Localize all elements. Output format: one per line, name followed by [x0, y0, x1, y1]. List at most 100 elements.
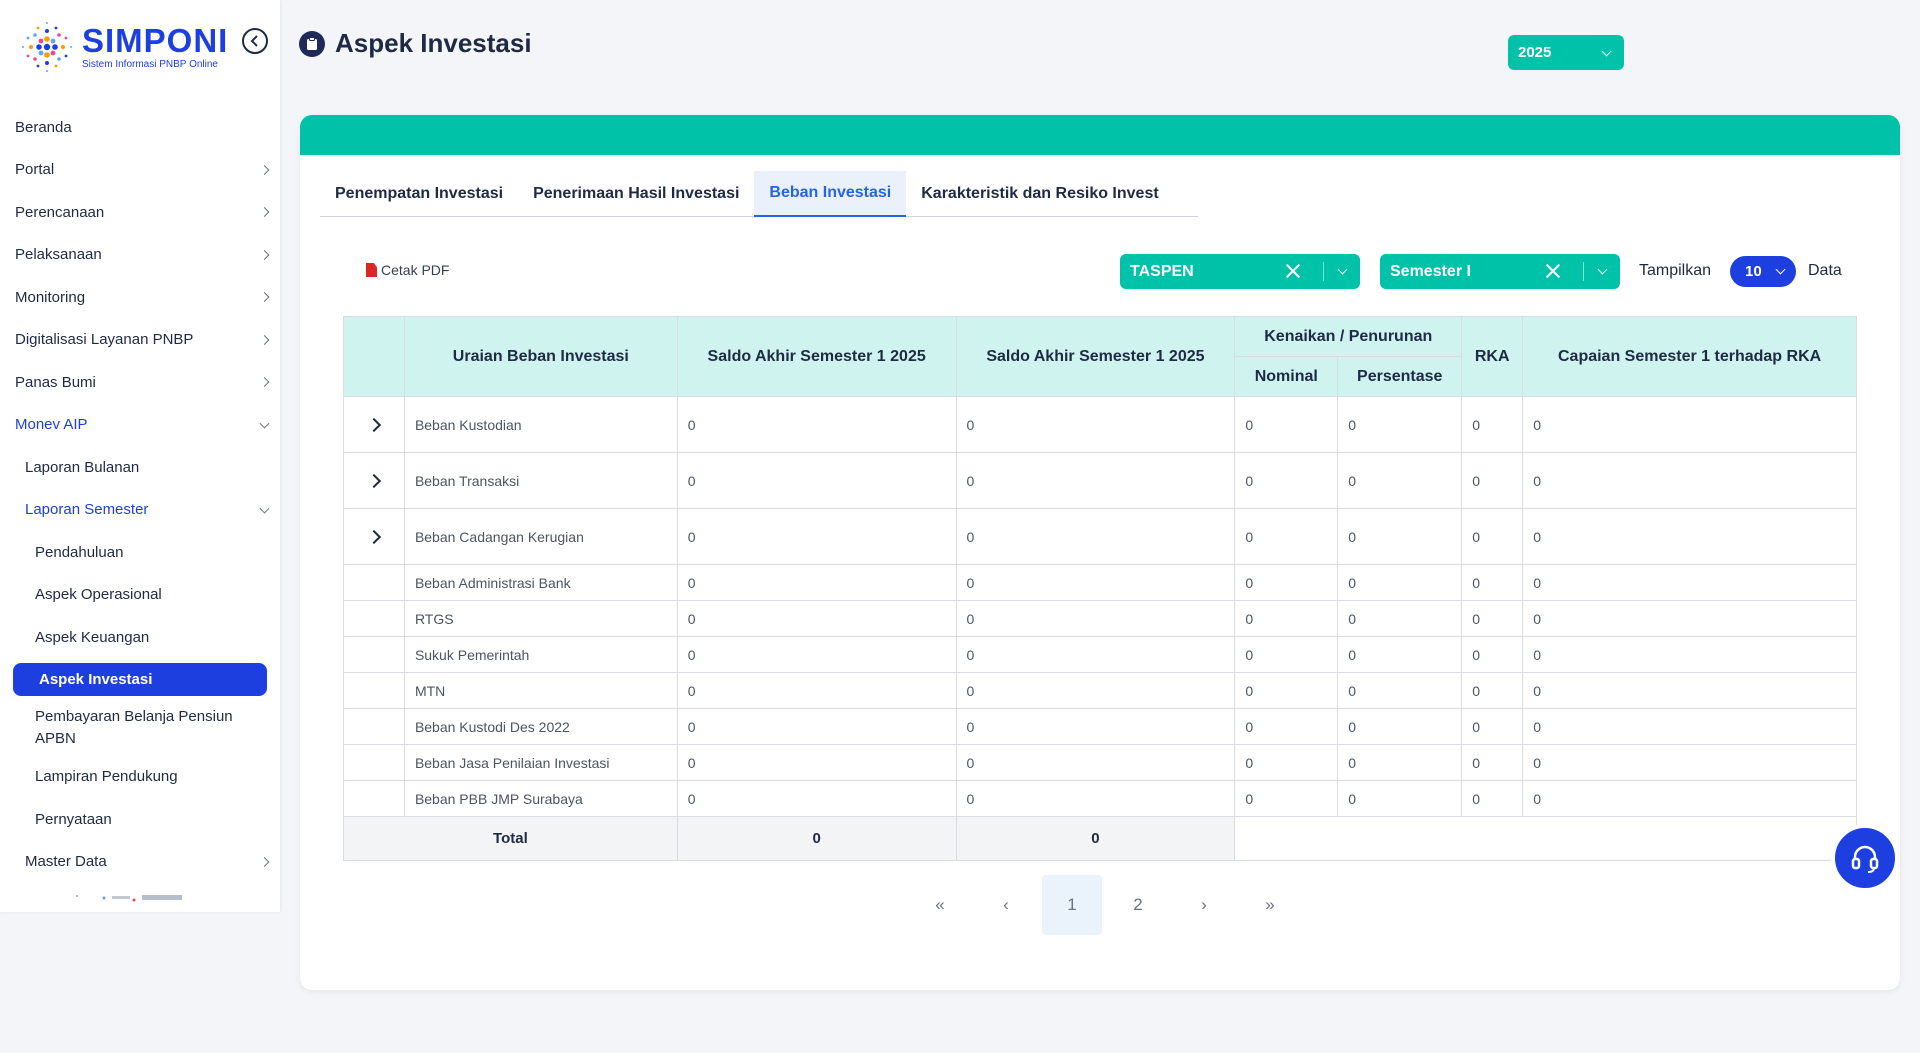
table-cell: 0 [955, 396, 1236, 453]
table-cell: 0 [955, 744, 1236, 781]
table-cell [343, 672, 405, 709]
sidebar-item-pernyataan[interactable]: Pernyataan [0, 798, 280, 841]
next-page-button[interactable]: › [1201, 895, 1207, 914]
semester-filter-select[interactable]: Semester I [1380, 254, 1620, 289]
chevron-down-icon [1601, 46, 1612, 57]
entity-filter-value: TASPEN [1130, 262, 1194, 280]
table-cell: MTN [403, 672, 678, 709]
tab-penempatan-investasi[interactable]: Penempatan Investasi [335, 185, 504, 202]
sidebar-item-pendahuluan[interactable]: Pendahuluan [0, 531, 280, 574]
sidebar-item-master-data[interactable]: Master Data [0, 841, 280, 884]
table-cell [343, 780, 405, 817]
sidebar-item-perencanaan[interactable]: Perencanaan [0, 191, 280, 234]
table-cell: 0 [676, 672, 957, 709]
chevron-left-icon [250, 35, 258, 47]
column-header-nominal: Nominal [1234, 356, 1339, 397]
sidebar-item-label: Monev AIP [15, 416, 88, 434]
page-button-1[interactable]: 1 [1042, 875, 1102, 935]
total-label: Total [343, 816, 678, 861]
table-cell: RTGS [403, 600, 678, 637]
help-support-button[interactable] [1831, 824, 1899, 892]
table-row: Beban Kustodian 0 0 0 0 0 0 [343, 396, 1857, 453]
table-cell: 0 [1234, 708, 1339, 745]
chevron-right-icon[interactable] [366, 529, 382, 544]
page-button-2[interactable]: 2 [1133, 895, 1143, 914]
sidebar-item-monev-aip[interactable]: Monev AIP [0, 404, 280, 447]
page-header: Aspek Investasi [299, 28, 532, 59]
sidebar-item-aspek-operasional[interactable]: Aspek Operasional [0, 574, 280, 617]
clear-icon[interactable] [1286, 264, 1300, 278]
table-cell: 0 [676, 600, 957, 637]
clear-icon[interactable] [1546, 264, 1560, 278]
page-size-select[interactable]: 10 [1730, 256, 1796, 287]
content-card: Penempatan Investasi Penerimaan Hasil In… [300, 115, 1900, 990]
sidebar-item-pelaksanaan[interactable]: Pelaksanaan [0, 234, 280, 277]
sidebar-item-monitoring[interactable]: Monitoring [0, 276, 280, 319]
sidebar-item-laporan-semester[interactable]: Laporan Semester [0, 489, 280, 532]
chevron-right-icon [259, 334, 270, 345]
chevron-right-icon[interactable] [366, 417, 382, 432]
table-cell: 0 [1234, 452, 1339, 509]
sidebar-item-label: Panas Bumi [15, 373, 96, 391]
table-cell: 0 [1522, 708, 1857, 745]
tab-karakteristik-resiko[interactable]: Karakteristik dan Resiko Invest [921, 185, 1159, 202]
table-cell [343, 708, 405, 745]
sidebar-item-label: Aspek Keuangan [35, 628, 150, 646]
table-cell: 0 [955, 508, 1236, 565]
sidebar-item-pembayaran-belanja[interactable]: Pembayaran Belanja Pensiun APBN [0, 700, 280, 756]
logo[interactable]: SIMPONI Sistem Informasi PNBP Online [18, 18, 228, 76]
sidebar-item-portal[interactable]: Portal [0, 149, 280, 192]
table-row: Beban Transaksi 0 0 0 0 0 0 [343, 452, 1857, 509]
chevron-down-icon [1337, 264, 1348, 275]
last-page-button[interactable]: » [1265, 895, 1275, 914]
sidebar-item-laporan-bulanan[interactable]: Laporan Bulanan [0, 446, 280, 489]
investment-expense-table: Uraian Beban Investasi Saldo Akhir Semes… [343, 316, 1857, 861]
table-cell: 0 [1234, 744, 1339, 781]
sidebar-item-panas-bumi[interactable]: Panas Bumi [0, 361, 280, 404]
sidebar-item-aspek-investasi[interactable]: Aspek Investasi [13, 662, 267, 696]
sidebar-item-lampiran-pendukung[interactable]: Lampiran Pendukung [0, 756, 280, 799]
sidebar-item-digitalisasi[interactable]: Digitalisasi Layanan PNBP [0, 319, 280, 362]
column-header-saldo-2: Saldo Akhir Semester 1 2025 [955, 316, 1236, 397]
first-page-button[interactable]: « [935, 895, 945, 914]
tab-beban-investasi[interactable]: Beban Investasi [754, 171, 907, 217]
table-cell [343, 744, 405, 781]
sidebar-item-beranda[interactable]: Beranda [0, 106, 280, 149]
sidebar-item-label: Portal [15, 161, 55, 179]
sidebar-item-aspek-keuangan[interactable]: Aspek Keuangan [0, 616, 280, 659]
logo-title: SIMPONI [82, 22, 229, 59]
entity-filter-select[interactable]: TASPEN [1120, 254, 1360, 289]
sidebar-item-label: Digitalisasi Layanan PNBP [15, 331, 194, 349]
chevron-right-icon [259, 249, 270, 260]
table-cell: 0 [676, 780, 957, 817]
expand-row-cell[interactable] [343, 396, 405, 453]
expand-row-cell[interactable] [343, 508, 405, 565]
table-row: MTN 0 0 0 0 0 0 [343, 672, 1857, 709]
column-header-persentase: Persentase [1337, 356, 1463, 397]
table-cell: 0 [1337, 636, 1463, 673]
sidebar-item-label: Laporan Semester [25, 501, 149, 519]
pagination: « ‹ 1 2 › » [910, 875, 1306, 935]
sidebar-nav: Beranda Portal Perencanaan Pelaksanaan M… [0, 106, 280, 883]
table-cell: 0 [676, 396, 957, 453]
year-select[interactable]: 2025 [1508, 35, 1624, 70]
column-header-kenaikan: Kenaikan / Penurunan [1234, 316, 1463, 357]
prev-page-button[interactable]: ‹ [1003, 895, 1009, 914]
table-cell: 0 [1234, 396, 1339, 453]
sidebar-item-label: Laporan Bulanan [25, 458, 140, 476]
table-cell: 0 [676, 744, 957, 781]
table-row: Beban Cadangan Kerugian 0 0 0 0 0 0 [343, 508, 1857, 565]
chevron-down-icon [259, 503, 270, 514]
table-cell: 0 [676, 636, 957, 673]
print-pdf-button[interactable]: Cetak PDF [366, 262, 449, 278]
table-row: Beban PBB JMP Surabaya 0 0 0 0 0 0 [343, 780, 1857, 817]
expand-row-cell[interactable] [343, 452, 405, 509]
page-size-value: 10 [1745, 263, 1762, 280]
chevron-right-icon[interactable] [366, 473, 382, 488]
table-cell: 0 [955, 564, 1236, 601]
table-cell [343, 600, 405, 637]
sidebar-item-label: Pendahuluan [35, 543, 124, 561]
collapse-sidebar-button[interactable] [242, 28, 268, 54]
simponi-logo-icon [18, 18, 76, 76]
tab-penerimaan-hasil-investasi[interactable]: Penerimaan Hasil Investasi [533, 185, 740, 202]
